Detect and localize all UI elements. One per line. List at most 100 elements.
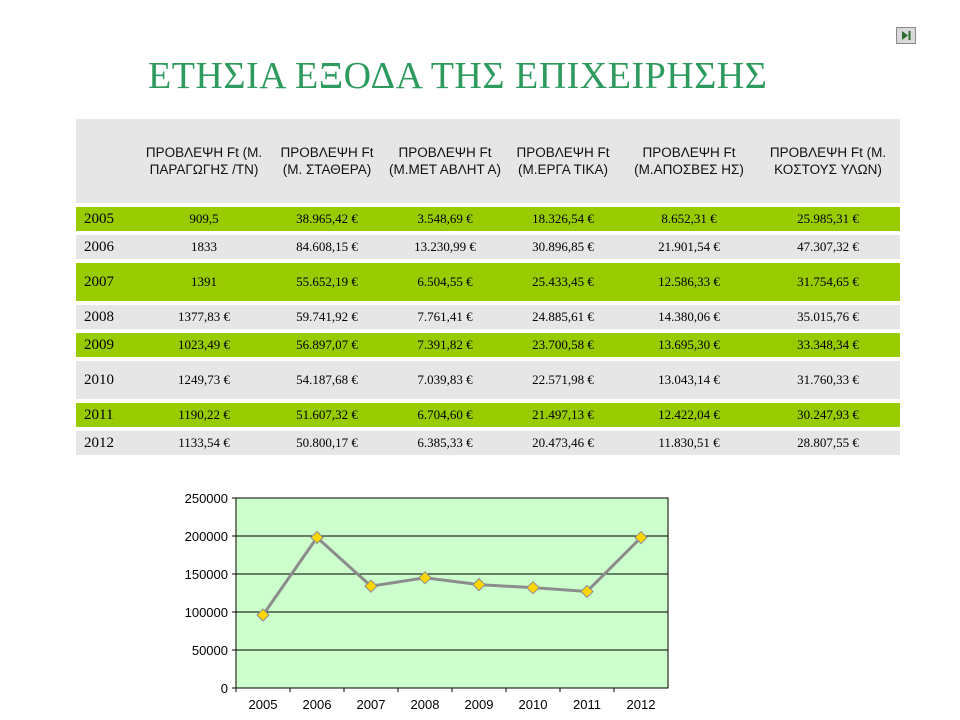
value-cell: 31.760,33 €: [756, 361, 900, 399]
x-tick-label: 2005: [249, 697, 278, 712]
value-cell: 23.700,58 €: [504, 333, 622, 357]
table-row: 2006 1833 84.608,15 €13.230,99 €30.896,85 …: [76, 235, 900, 259]
expenses-table-container: ΠΡΟΒΛΕΨΗ Ft (Μ. ΠΑΡΑΓΩΓΗΣ /ΤΝ) ΠΡΟΒΛΕΨΗ …: [76, 119, 900, 455]
value-cell: 55.652,19 €: [268, 263, 386, 301]
value-cell: 38.965,42 €: [268, 207, 386, 231]
value-cell: 54.187,68 €: [268, 361, 386, 399]
value-cell: 21.901,54 €: [622, 235, 756, 259]
year-cell: 2006: [76, 235, 140, 259]
value-cell: 1190,22 €: [140, 403, 268, 427]
table-row: 2010 1249,73 €54.187,68 €7.039,83 €22.571…: [76, 361, 900, 399]
value-cell: 12.422,04 €: [622, 403, 756, 427]
data-point-marker: [634, 530, 648, 545]
header-cell-fixed: ΠΡΟΒΛΕΨΗ Ft (Μ. ΣΤΑΘΕΡΑ): [268, 119, 386, 203]
year-cell: 2008: [76, 305, 140, 329]
value-cell: 35.015,76 €: [756, 305, 900, 329]
value-cell: 7.761,41 €: [386, 305, 504, 329]
value-cell: 28.807,55 €: [756, 431, 900, 455]
data-point-marker: [472, 577, 486, 592]
value-cell: 21.497,13 €: [504, 403, 622, 427]
value-cell: 1249,73 €: [140, 361, 268, 399]
value-cell: 909,5: [140, 207, 268, 231]
year-cell: 2009: [76, 333, 140, 357]
x-tick-label: 2011: [573, 697, 601, 712]
data-point-marker: [364, 579, 378, 593]
x-tick-label: 2008: [411, 697, 440, 712]
table-row: 2008 1377,83 €59.741,92 €7.761,41 €24.885…: [76, 305, 900, 329]
value-cell: 11.830,51 €: [622, 431, 756, 455]
value-cell: 25.433,45 €: [504, 263, 622, 301]
year-cell: 2010: [76, 361, 140, 399]
table-row: 2011 1190,22 €51.607,32 €6.704,60 €21.497…: [76, 403, 900, 427]
value-cell: 30.896,85 €: [504, 235, 622, 259]
value-cell: 13.230,99 €: [386, 235, 504, 259]
play-next-icon: [902, 31, 911, 40]
y-tick-label: 0: [221, 681, 228, 696]
value-cell: 25.985,31 €: [756, 207, 900, 231]
table-row: 2009 1023,49 €56.897,07 €7.391,82 €23.700…: [76, 333, 900, 357]
value-cell: 50.800,17 €: [268, 431, 386, 455]
value-cell: 6.704,60 €: [386, 403, 504, 427]
x-tick-label: 2012: [627, 697, 656, 712]
table-header-row: ΠΡΟΒΛΕΨΗ Ft (Μ. ΠΑΡΑΓΩΓΗΣ /ΤΝ) ΠΡΟΒΛΕΨΗ …: [76, 119, 900, 203]
year-cell: 2005: [76, 207, 140, 231]
value-cell: 24.885,61 €: [504, 305, 622, 329]
header-cell-material-cost: ΠΡΟΒΛΕΨΗ Ft (Μ. ΚΟΣΤΟΥΣ ΥΛΩΝ): [756, 119, 900, 203]
series-line: [261, 535, 643, 616]
y-tick-label: 250000: [185, 491, 228, 506]
value-cell: 12.586,33 €: [622, 263, 756, 301]
value-cell: 31.754,65 €: [756, 263, 900, 301]
value-cell: 84.608,15 €: [268, 235, 386, 259]
header-cell-production: ΠΡΟΒΛΕΨΗ Ft (Μ. ΠΑΡΑΓΩΓΗΣ /ΤΝ): [140, 119, 268, 203]
y-tick-label: 50000: [192, 643, 228, 658]
data-point-marker: [310, 530, 324, 545]
value-cell: 51.607,32 €: [268, 403, 386, 427]
year-cell: 2011: [76, 403, 140, 427]
header-cell-depreciation: ΠΡΟΒΛΕΨΗ Ft (Μ.ΑΠΟΣΒΕΣ ΗΣ): [622, 119, 756, 203]
value-cell: 6.385,33 €: [386, 431, 504, 455]
value-cell: 13.043,14 €: [622, 361, 756, 399]
y-tick-label: 200000: [185, 529, 228, 544]
value-cell: 3.548,69 €: [386, 207, 504, 231]
expenses-line-chart: 0 50000 100000 150000 200000 250000 2005 2006 20…: [185, 491, 669, 712]
x-tick-label: 2006: [303, 697, 332, 712]
header-cell-variable: ΠΡΟΒΛΕΨΗ Ft (Μ.ΜΕΤ ΑΒΛΗΤ Α): [386, 119, 504, 203]
value-cell: 22.571,98 €: [504, 361, 622, 399]
value-cell: 7.391,82 €: [386, 333, 504, 357]
table-body: 2005 909,5 38.965,42 €3.548,69 €18.326,54 …: [76, 203, 900, 455]
data-point-marker: [580, 584, 594, 599]
data-point-marker: [526, 580, 540, 595]
value-cell: 1833: [140, 235, 268, 259]
page-title: ΕΤΗΣΙΑ ΕΞΟΔΑ ΤΗΣ ΕΠΙΧΕΙΡΗΣΗΣ: [148, 55, 768, 97]
value-cell: 1377,83 €: [140, 305, 268, 329]
value-cell: 18.326,54 €: [504, 207, 622, 231]
value-cell: 8.652,31 €: [622, 207, 756, 231]
value-cell: 33.348,34 €: [756, 333, 900, 357]
header-cell-labor: ΠΡΟΒΛΕΨΗ Ft (Μ.ΕΡΓΑ ΤΙΚΑ): [504, 119, 622, 203]
value-cell: 1391: [140, 263, 268, 301]
y-tick-label: 150000: [185, 567, 228, 582]
x-tick-label: 2007: [357, 697, 386, 712]
year-cell: 2007: [76, 263, 140, 301]
value-cell: 20.473,46 €: [504, 431, 622, 455]
y-tick-label: 100000: [185, 605, 228, 620]
play-next-button[interactable]: [896, 27, 916, 44]
year-cell: 2012: [76, 431, 140, 455]
value-cell: 14.380,06 €: [622, 305, 756, 329]
table-row: 2012 1133,54 €50.800,17 €6.385,33 €20.473…: [76, 431, 900, 455]
x-tick-label: 2010: [519, 697, 548, 712]
value-cell: 47.307,32 €: [756, 235, 900, 259]
table-row: 2007 1391 55.652,19 €6.504,55 €25.433,45 €…: [76, 263, 900, 301]
value-cell: 6.504,55 €: [386, 263, 504, 301]
data-point-marker: [256, 608, 270, 622]
header-cell-year: [76, 119, 140, 203]
value-cell: 56.897,07 €: [268, 333, 386, 357]
table-row: 2005 909,5 38.965,42 €3.548,69 €18.326,54 …: [76, 207, 900, 231]
value-cell: 1133,54 €: [140, 431, 268, 455]
value-cell: 59.741,92 €: [268, 305, 386, 329]
value-cell: 1023,49 €: [140, 333, 268, 357]
data-point-marker: [418, 571, 432, 585]
value-cell: 7.039,83 €: [386, 361, 504, 399]
value-cell: 30.247,93 €: [756, 403, 900, 427]
plot-area: [235, 497, 669, 689]
